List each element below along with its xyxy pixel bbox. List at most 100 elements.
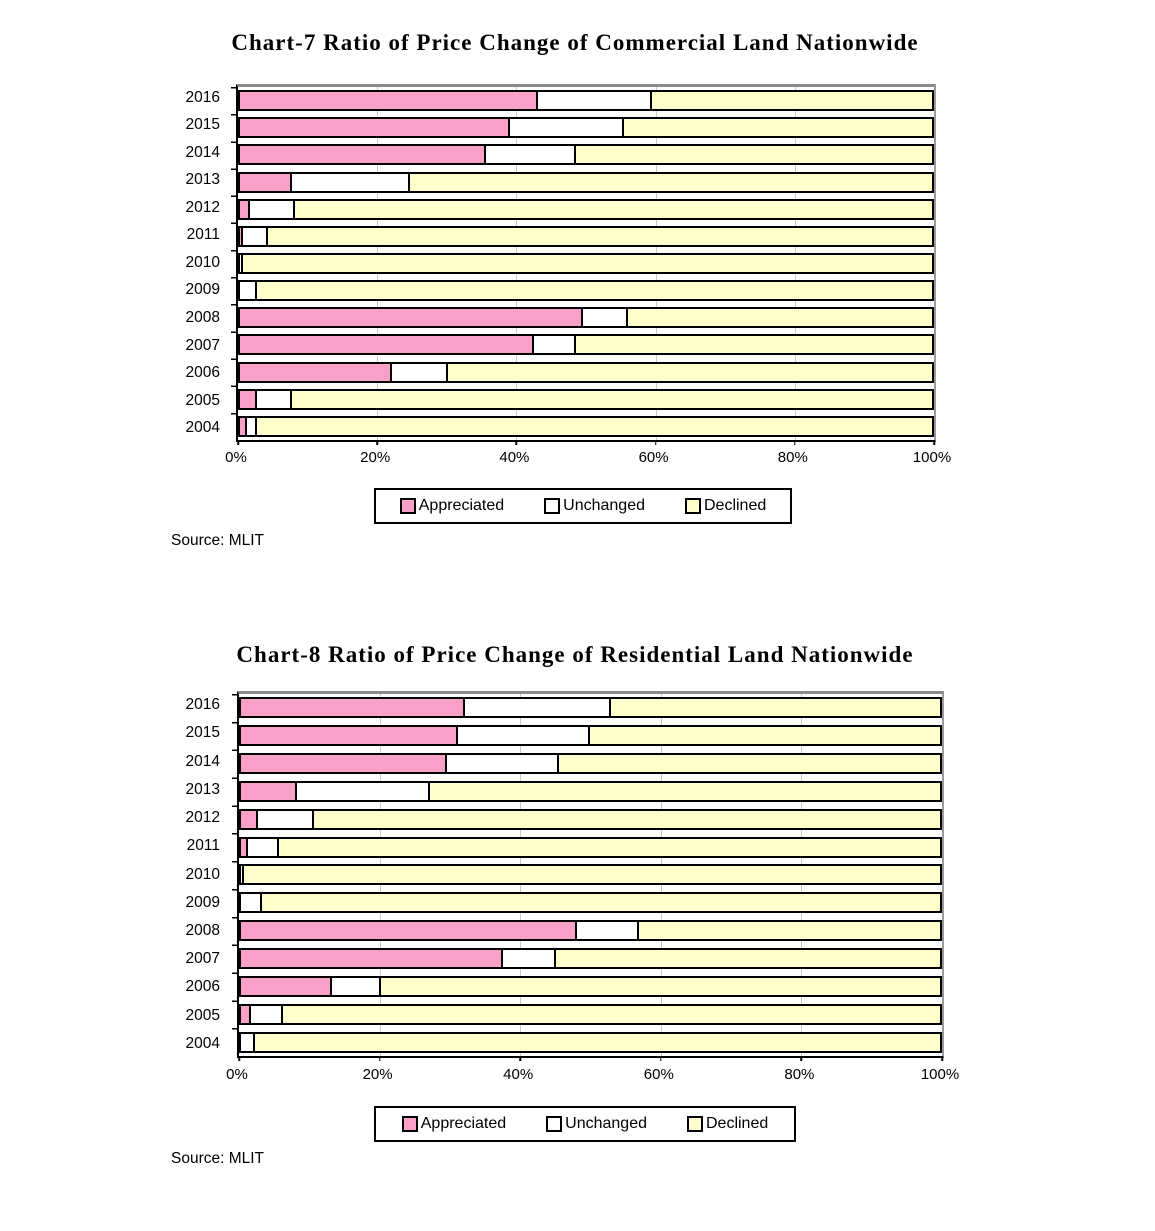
segment-unchanged (241, 894, 262, 912)
bar-row-2015 (238, 114, 934, 141)
stacked-bar-2012 (238, 198, 934, 220)
segment-appreciated (241, 727, 458, 745)
bar-row-2008 (238, 304, 934, 331)
y-axis-label: 2010 (185, 253, 220, 271)
legend-label: Declined (703, 497, 767, 514)
y-axis-ticks (232, 694, 237, 1056)
y-axis-label: 2004 (185, 419, 220, 437)
legend-item-unchanged: Unchanged (544, 497, 645, 515)
stacked-bar-2010 (238, 253, 934, 275)
y-axis-label: 2008 (185, 309, 220, 327)
segment-unchanged (464, 699, 612, 717)
segment-unchanged (240, 282, 258, 300)
y-axis-label: 2010 (185, 865, 220, 883)
legend-swatch-icon (399, 498, 416, 514)
x-axis-label: 20% (360, 449, 391, 466)
segment-appreciated (240, 146, 486, 164)
x-axis-label: 100% (920, 1066, 960, 1083)
segment-appreciated (241, 977, 332, 995)
y-axis-label: 2014 (185, 752, 220, 770)
y-axis-label: 2016 (185, 88, 220, 106)
bar-row-2016 (239, 694, 942, 722)
chart-title: Chart-8 Ratio of Price Change of Residen… (236, 642, 914, 667)
segment-appreciated (240, 200, 251, 218)
segment-unchanged (241, 866, 245, 884)
segment-unchanged (250, 200, 296, 218)
bar-row-2010 (238, 250, 934, 277)
plot-area (232, 691, 944, 1061)
x-axis-label: 0% (225, 449, 247, 466)
segment-unchanged (509, 119, 625, 137)
legend-swatch-icon (686, 1116, 703, 1132)
segment-appreciated (240, 92, 538, 110)
segment-appreciated (241, 1005, 252, 1023)
stacked-bar-2008 (239, 920, 942, 942)
stacked-bar-2016 (238, 90, 934, 112)
stacked-bar-2011 (238, 225, 934, 247)
y-axis-label: 2006 (185, 978, 220, 996)
segment-appreciated (240, 227, 244, 245)
bar-row-2004 (238, 413, 934, 440)
segment-appreciated (240, 390, 258, 408)
y-axis-label: 2015 (185, 724, 220, 742)
x-axis-tick (941, 1056, 943, 1061)
segment-appreciated (241, 922, 577, 940)
y-axis-label: 2013 (185, 171, 220, 189)
stacked-bar-2005 (239, 1003, 942, 1025)
source-note: Source: MLIT (171, 532, 265, 549)
bar-row-2014 (238, 141, 934, 168)
segment-unchanged (503, 950, 556, 968)
plot-rows (238, 87, 934, 440)
stacked-bar-2004 (239, 1031, 942, 1053)
y-axis-label: 2005 (185, 1006, 220, 1024)
y-axis-label: 2004 (185, 1034, 220, 1052)
y-axis-label: 2016 (185, 696, 220, 714)
x-axis-tick (378, 1056, 381, 1061)
legend-item-appreciated: Appreciated (401, 1115, 507, 1133)
x-axis-label: 60% (643, 1066, 674, 1083)
x-axis-tick (519, 1056, 521, 1061)
x-axis-labels: 0% 20% 40% 60% 80% 100% (225, 449, 951, 469)
legend-swatch-icon (401, 1116, 418, 1132)
bar-row-2010 (239, 861, 942, 889)
legend-swatch-icon (684, 498, 701, 514)
stacked-bar-2008 (238, 307, 934, 329)
stacked-bar-2005 (238, 388, 934, 410)
source-note: Source: MLIT (171, 1150, 265, 1167)
stacked-bar-2015 (239, 725, 942, 747)
bar-row-2008 (239, 917, 942, 945)
bar-row-2012 (238, 196, 934, 223)
plot-area (231, 84, 936, 445)
stacked-bar-2007 (238, 334, 934, 356)
segment-unchanged (576, 922, 640, 940)
x-axis-tick (660, 1056, 662, 1061)
legend-swatch-icon (544, 498, 561, 514)
segment-unchanged (258, 810, 315, 828)
bar-row-2005 (239, 1000, 942, 1028)
bar-row-2015 (239, 722, 942, 750)
y-axis-label: 2014 (185, 143, 220, 161)
segment-unchanged (247, 838, 280, 856)
segment-unchanged (251, 1005, 283, 1023)
bar-row-2016 (238, 87, 934, 114)
x-axis-label: 40% (503, 1066, 534, 1083)
y-axis-label: 2012 (185, 198, 220, 216)
legend-label: Unchanged (563, 497, 645, 514)
segment-appreciated (241, 755, 448, 773)
segment-unchanged (257, 390, 292, 408)
bar-row-2004 (239, 1028, 942, 1056)
x-axis-label: 80% (784, 1066, 815, 1083)
bar-row-2013 (238, 168, 934, 195)
x-axis-label: 80% (777, 449, 808, 466)
legend-label: Appreciated (420, 1115, 507, 1132)
x-axis-tick (800, 1056, 803, 1061)
y-axis-label: 2006 (185, 364, 220, 382)
bar-row-2009 (238, 277, 934, 304)
y-axis-label: 2007 (185, 950, 220, 968)
x-axis-tick (794, 440, 796, 445)
legend: Appreciated Unchanged Declined (374, 488, 792, 524)
segment-appreciated (240, 417, 247, 435)
segment-unchanged (296, 782, 430, 800)
bar-row-2007 (238, 331, 934, 358)
segment-appreciated (240, 309, 583, 327)
